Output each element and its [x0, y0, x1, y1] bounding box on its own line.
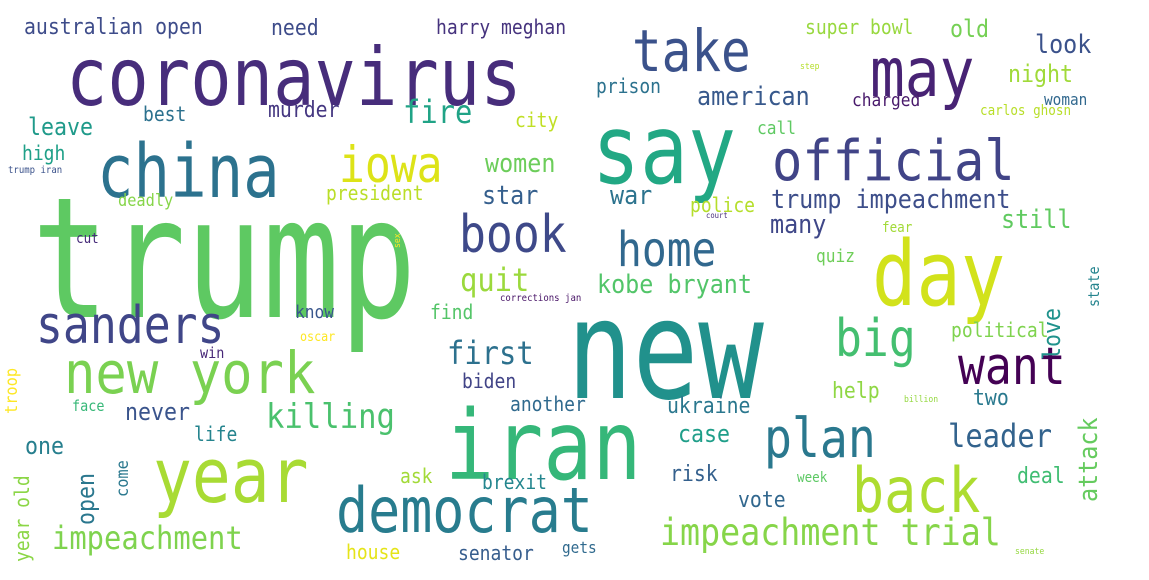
word-coronavirus: coronavirus: [66, 31, 522, 124]
word-new: new: [567, 270, 764, 431]
word-impeachment: impeachment: [52, 519, 243, 557]
word-iowa: iowa: [339, 136, 443, 194]
word-quit: quit: [460, 261, 530, 299]
word-one: one: [25, 432, 65, 460]
word-senator: senator: [458, 541, 534, 565]
word-best: best: [143, 102, 187, 126]
word-quiz: quiz: [816, 246, 856, 267]
word-political: political: [951, 318, 1049, 342]
word-come: come: [113, 460, 133, 497]
word-help: help: [832, 379, 880, 404]
word-want: want: [958, 337, 1066, 397]
word-cut: cut: [76, 231, 99, 247]
word-iran: iran: [445, 390, 642, 502]
word-leave: leave: [28, 113, 94, 141]
word-court: court: [706, 211, 728, 220]
word-know: know: [295, 302, 335, 323]
word-another: another: [510, 392, 586, 416]
word-deadly: deadly: [118, 191, 174, 211]
word-ask: ask: [400, 464, 433, 488]
word-american: american: [697, 82, 810, 112]
word-case: case: [678, 420, 731, 448]
word-night: night: [1008, 60, 1074, 88]
word-kobe-bryant: kobe bryant: [597, 270, 752, 300]
word-open: open: [72, 472, 100, 525]
word-ukraine: ukraine: [667, 394, 751, 419]
word-take: take: [632, 17, 751, 85]
word-trump: trump: [32, 161, 417, 357]
word-gets: gets: [562, 538, 597, 557]
word-big: big: [835, 309, 916, 369]
word-house: house: [346, 540, 401, 564]
word-city: city: [515, 108, 559, 132]
word-charged: charged: [852, 90, 921, 111]
word-year-old: year old: [10, 475, 34, 562]
word-life: life: [194, 422, 238, 446]
word-killing: killing: [266, 397, 395, 437]
word-biden: biden: [462, 369, 517, 393]
word-china: china: [97, 129, 280, 215]
word-troop: troop: [2, 367, 22, 414]
word-win: win: [200, 344, 225, 362]
word-deal: deal: [1017, 464, 1065, 489]
word-murder: murder: [268, 98, 340, 123]
word-week: week: [797, 470, 828, 486]
word-leader: leader: [948, 417, 1053, 455]
word-official: official: [772, 129, 1015, 194]
word-war: war: [610, 181, 653, 211]
word-need: need: [271, 16, 319, 41]
word-back: back: [852, 454, 981, 527]
word-fear: fear: [882, 220, 913, 236]
word-super-bowl: super bowl: [805, 15, 914, 39]
word-year: year: [153, 431, 309, 520]
word-many: many: [770, 210, 827, 240]
word-high: high: [22, 141, 66, 165]
word-risk: risk: [670, 462, 718, 487]
word-never: never: [125, 398, 191, 426]
word-police: police: [690, 193, 756, 217]
word-president: president: [326, 181, 424, 205]
word-billion: billion: [904, 395, 939, 405]
word-state: state: [1085, 266, 1103, 307]
word-book: book: [459, 205, 567, 265]
word-day: day: [872, 222, 1006, 327]
word-senate: senate: [1015, 547, 1045, 557]
word-impeachment-trial: impeachment trial: [660, 511, 1001, 554]
word-look: look: [1035, 30, 1092, 60]
word-harry-meghan: harry meghan: [436, 15, 567, 39]
word-vote: vote: [738, 488, 786, 513]
word-oscar: oscar: [300, 330, 336, 345]
word-woman: woman: [1044, 90, 1088, 109]
word-say: say: [592, 94, 736, 206]
word-women: women: [485, 149, 556, 179]
word-home: home: [617, 222, 717, 278]
word-attack: attack: [1074, 417, 1104, 502]
word-call: call: [757, 118, 797, 139]
word-sanders: sanders: [36, 296, 225, 356]
word-may: may: [870, 34, 975, 113]
word-fire: fire: [403, 93, 473, 131]
word-australian-open: australian open: [24, 15, 203, 40]
word-old: old: [950, 15, 990, 43]
word-step: step: [800, 62, 820, 72]
word-two: two: [973, 386, 1009, 411]
word-trump-iran: trump iran: [8, 165, 63, 176]
word-sex: sex: [393, 233, 403, 248]
word-plan: plan: [764, 407, 876, 470]
word-brexit: brexit: [482, 470, 548, 494]
word-find: find: [430, 300, 474, 324]
word-trump-impeachment: trump impeachment: [771, 185, 1011, 215]
word-prison: prison: [596, 74, 662, 98]
word-face: face: [72, 397, 105, 415]
word-democrat: democrat: [336, 474, 593, 547]
word-new-york: new york: [64, 339, 316, 407]
word-corrections-jan: corrections jan: [500, 293, 582, 304]
word-star: star: [482, 181, 539, 211]
word-carlos-ghosn: carlos ghosn: [980, 103, 1072, 119]
word-first: first: [447, 334, 534, 372]
word-still: still: [1001, 205, 1072, 235]
